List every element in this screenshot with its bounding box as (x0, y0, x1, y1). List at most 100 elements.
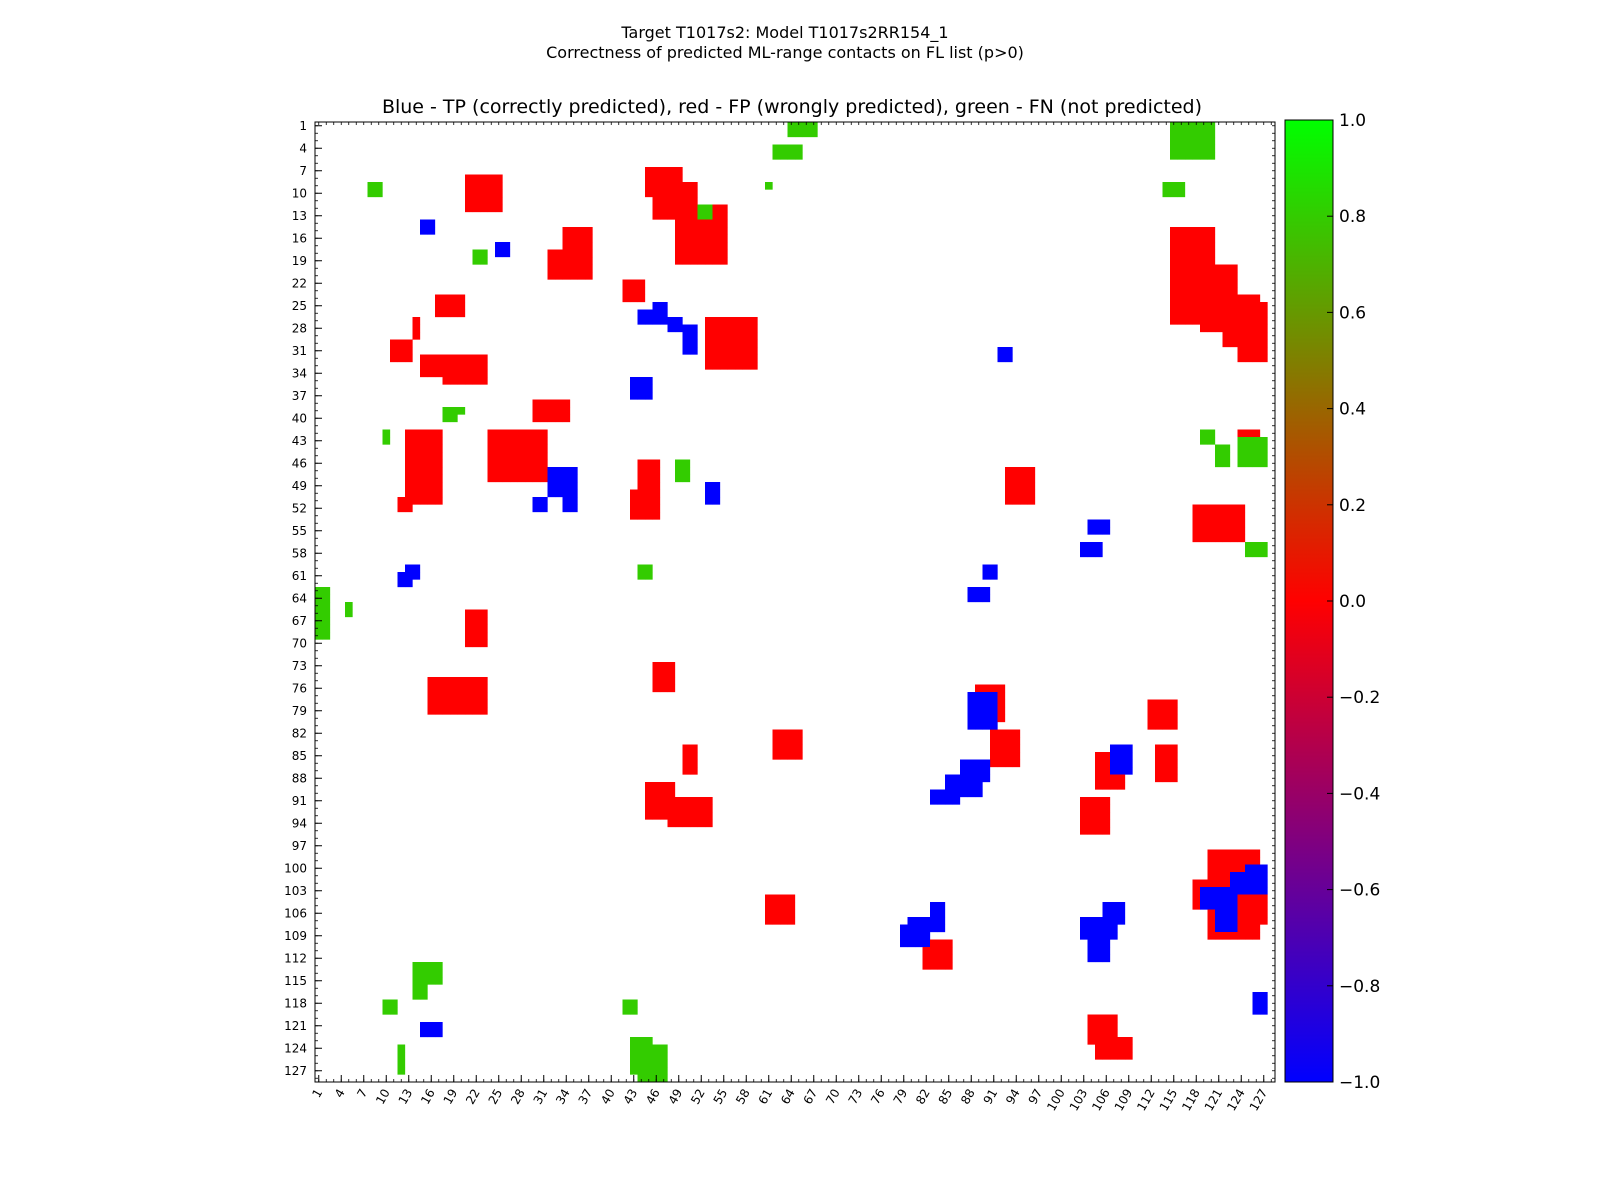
contact-cell-tp (570, 482, 578, 490)
contact-cell-fp (1237, 849, 1246, 858)
contact-cell-fp (1215, 302, 1223, 310)
contact-cell-fp (990, 729, 998, 738)
contact-cell-tp (900, 924, 908, 933)
contact-cell-fn (427, 969, 436, 978)
contact-cell-fn (802, 122, 811, 130)
contact-cell-fp (487, 189, 496, 198)
contact-cell-fp (472, 677, 481, 685)
contact-cell-fp (1260, 339, 1268, 348)
contact-cell-tp (1230, 887, 1238, 895)
contact-cell-fp (1170, 272, 1178, 280)
contact-cell-fp (1200, 504, 1208, 513)
contact-cell-fp (1237, 857, 1246, 865)
contact-cell-fp (705, 804, 713, 813)
contact-cell-fp (1177, 317, 1186, 325)
contact-cell-fp (945, 947, 953, 955)
contact-cell-fp (1237, 864, 1246, 873)
contact-cell-fp (1207, 279, 1216, 288)
contact-cell-fp (660, 684, 668, 693)
contact-cell-fp (420, 489, 428, 498)
contact-cell-tp (922, 932, 931, 940)
contact-cell-fp (487, 437, 496, 445)
contact-cell-fp (532, 407, 541, 415)
contact-cell-fp (712, 317, 721, 325)
contact-cell-fp (1005, 489, 1013, 498)
contact-cell-fp (1222, 504, 1231, 513)
contact-cell-fp (1237, 527, 1246, 535)
contact-cell-fn (1192, 137, 1201, 145)
contact-cell-fn (795, 152, 803, 160)
contact-cell-fn (1222, 459, 1231, 468)
contact-cell-fp (435, 684, 443, 693)
contact-cell-fp (480, 624, 488, 633)
contact-cell-fp (1087, 1029, 1096, 1038)
contact-cell-tp (1222, 887, 1231, 895)
contact-cell-tp (532, 497, 541, 505)
contact-cell-fp (675, 227, 683, 235)
y-tick-label: 34 (292, 366, 307, 380)
contact-cell-fp (1252, 302, 1261, 310)
contact-cell-fn (375, 182, 383, 190)
contact-cell-fp (1102, 759, 1111, 768)
contact-cell-fp (435, 302, 443, 310)
contact-cell-tp (1110, 909, 1118, 918)
contact-cell-tp (1080, 932, 1088, 940)
contact-cell-fp (1192, 242, 1201, 250)
contact-cell-tp (975, 789, 983, 798)
contact-cell-fp (1170, 309, 1178, 318)
contact-cell-fn (420, 977, 428, 985)
contact-cell-fp (1177, 257, 1186, 265)
contact-cell-fn (442, 414, 451, 423)
contact-cell-tp (952, 797, 961, 805)
contact-cell-tp (1110, 752, 1118, 760)
contact-cell-fp (1005, 497, 1013, 505)
contact-cell-fp (780, 917, 788, 925)
contact-cell-tp (1080, 542, 1088, 550)
contact-cell-fp (1245, 849, 1253, 858)
contact-cell-fp (1185, 249, 1193, 258)
contact-cell-tp (495, 242, 503, 250)
contact-cell-fp (630, 504, 638, 513)
colorbar: 1.00.80.60.40.20.0−0.2−0.4−0.6−0.8−1.0 (1284, 111, 1380, 1093)
contact-cell-fp (1125, 1044, 1133, 1053)
contact-cell-fn (1192, 144, 1201, 153)
contact-cell-tp (982, 707, 991, 715)
contact-cell-fn (652, 1067, 661, 1075)
contact-cell-fn (1192, 122, 1201, 130)
contact-cell-fp (585, 249, 593, 258)
contact-cell-fp (487, 459, 496, 468)
contact-cell-fp (667, 189, 676, 198)
contact-cell-fp (1230, 512, 1238, 520)
contact-cell-tp (547, 467, 556, 475)
x-tick-label: 115 (1157, 1087, 1181, 1114)
contact-cell-fp (1245, 857, 1253, 865)
contact-cell-fp (472, 189, 481, 198)
contact-cell-fp (645, 482, 653, 490)
contact-cell-tp (1237, 879, 1246, 888)
contact-cell-fp (937, 954, 946, 963)
contact-cell-fp (787, 729, 796, 738)
contact-cell-tp (570, 489, 578, 498)
contact-cell-fn (1185, 122, 1193, 130)
contact-cell-fp (660, 812, 668, 820)
contact-cell-tp (427, 219, 436, 228)
contact-cell-fp (1102, 1029, 1111, 1038)
contact-cell-fp (547, 257, 556, 265)
contact-cell-tp (1245, 872, 1253, 880)
contact-cell-fp (577, 227, 586, 235)
x-tick-label: 76 (868, 1087, 888, 1107)
contact-cell-fp (690, 759, 698, 768)
contact-cell-fp (397, 347, 406, 355)
contact-cell-fp (412, 317, 421, 325)
contact-cell-fp (435, 699, 443, 708)
contact-cell-fp (1102, 804, 1111, 813)
x-tick-label: 58 (733, 1087, 753, 1107)
contact-cell-tp (1087, 932, 1096, 940)
contact-cell-fp (1170, 294, 1178, 303)
contact-cell-tp (1117, 902, 1126, 910)
contact-cell-fp (465, 354, 473, 363)
contact-cell-tp (652, 317, 661, 325)
contact-cell-fp (772, 744, 781, 753)
contact-cell-fp (720, 234, 728, 243)
contact-cell-fn (322, 587, 331, 595)
